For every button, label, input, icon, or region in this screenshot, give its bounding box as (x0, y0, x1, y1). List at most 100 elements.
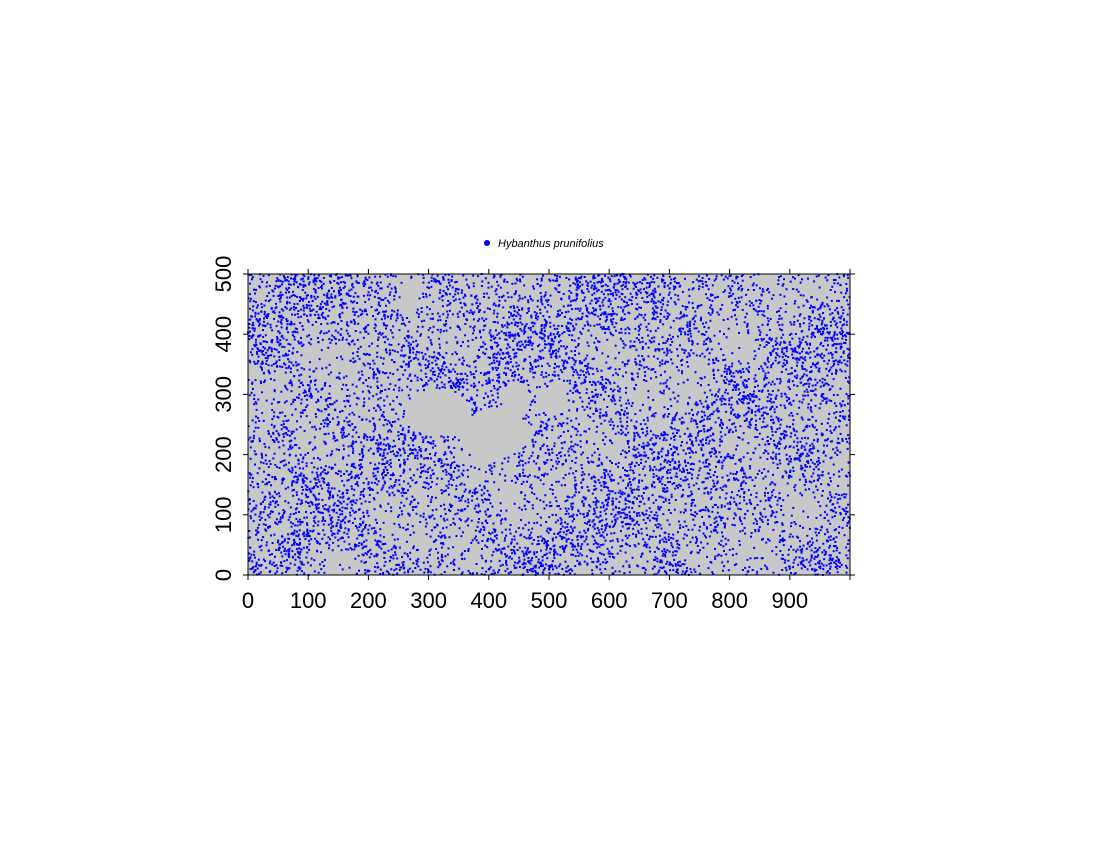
data-point (689, 320, 692, 323)
data-point (298, 511, 300, 513)
data-point (605, 378, 608, 381)
data-point (353, 511, 356, 514)
data-point (367, 389, 370, 392)
data-point (273, 452, 276, 455)
data-point (821, 494, 824, 497)
data-point (624, 282, 627, 285)
data-point (573, 526, 576, 529)
data-point (808, 347, 810, 350)
data-point (562, 546, 565, 549)
data-point (755, 379, 758, 382)
data-point (497, 387, 500, 390)
data-point (619, 420, 622, 423)
data-point (750, 535, 752, 538)
data-point (747, 489, 750, 492)
data-point (298, 283, 301, 285)
data-point (647, 322, 650, 325)
data-point (330, 453, 333, 455)
data-point (686, 378, 689, 381)
data-point (295, 493, 298, 496)
data-point (328, 497, 331, 500)
data-point (805, 481, 807, 483)
data-point (616, 517, 619, 520)
data-point (618, 411, 621, 414)
data-point (448, 293, 451, 296)
data-point (722, 545, 725, 548)
data-point (714, 526, 717, 528)
data-point (720, 554, 723, 557)
data-point (272, 561, 275, 564)
data-point (447, 369, 450, 372)
data-point (545, 521, 548, 523)
data-point (324, 318, 327, 321)
data-point (594, 496, 597, 499)
data-point (644, 541, 647, 544)
data-point (513, 567, 516, 569)
data-point (545, 461, 548, 464)
data-point (299, 560, 302, 563)
data-point (818, 379, 821, 382)
data-point (662, 434, 665, 437)
data-point (837, 363, 840, 366)
data-point (483, 311, 486, 314)
data-point (799, 459, 801, 462)
data-point (728, 369, 731, 372)
data-point (662, 501, 665, 503)
data-point (429, 453, 431, 455)
data-point (787, 373, 790, 375)
data-point (267, 291, 270, 294)
data-point (733, 564, 736, 566)
data-point (830, 400, 833, 402)
data-point (592, 525, 595, 528)
data-point (792, 419, 795, 422)
data-point (314, 521, 317, 524)
data-point (566, 392, 569, 395)
data-point (423, 481, 426, 484)
data-point (415, 353, 418, 356)
data-point (352, 307, 355, 310)
data-point (366, 438, 369, 441)
data-point (472, 282, 475, 285)
data-point (341, 311, 344, 314)
data-point (422, 441, 425, 443)
data-point (570, 435, 573, 438)
data-point (404, 354, 407, 357)
data-point (823, 398, 826, 400)
data-point (443, 490, 446, 492)
data-point (383, 480, 386, 483)
data-point (447, 278, 450, 281)
data-point (324, 520, 327, 522)
data-point (720, 435, 723, 438)
data-point (251, 382, 254, 385)
data-point (470, 384, 473, 387)
data-point (276, 570, 279, 573)
data-point (493, 361, 496, 364)
data-point (292, 513, 295, 515)
data-point (346, 306, 348, 309)
data-point (565, 570, 568, 573)
data-point (622, 281, 625, 283)
data-point (533, 475, 536, 478)
data-point (831, 516, 834, 519)
data-point (546, 527, 549, 530)
data-point (258, 318, 261, 321)
data-point (401, 318, 404, 321)
data-point (846, 524, 849, 527)
data-point (639, 453, 642, 456)
data-point (327, 346, 330, 349)
data-point (447, 300, 450, 302)
data-point (430, 498, 433, 501)
data-point (350, 477, 353, 479)
data-point (403, 480, 405, 483)
data-point (352, 452, 354, 454)
data-point (790, 347, 793, 350)
data-point (663, 550, 666, 553)
data-point (592, 519, 595, 522)
data-point (299, 474, 302, 477)
data-point (598, 273, 601, 276)
data-point (742, 432, 745, 435)
data-point (732, 384, 735, 387)
data-point (572, 548, 575, 551)
data-point (555, 454, 558, 457)
data-point (338, 372, 341, 375)
